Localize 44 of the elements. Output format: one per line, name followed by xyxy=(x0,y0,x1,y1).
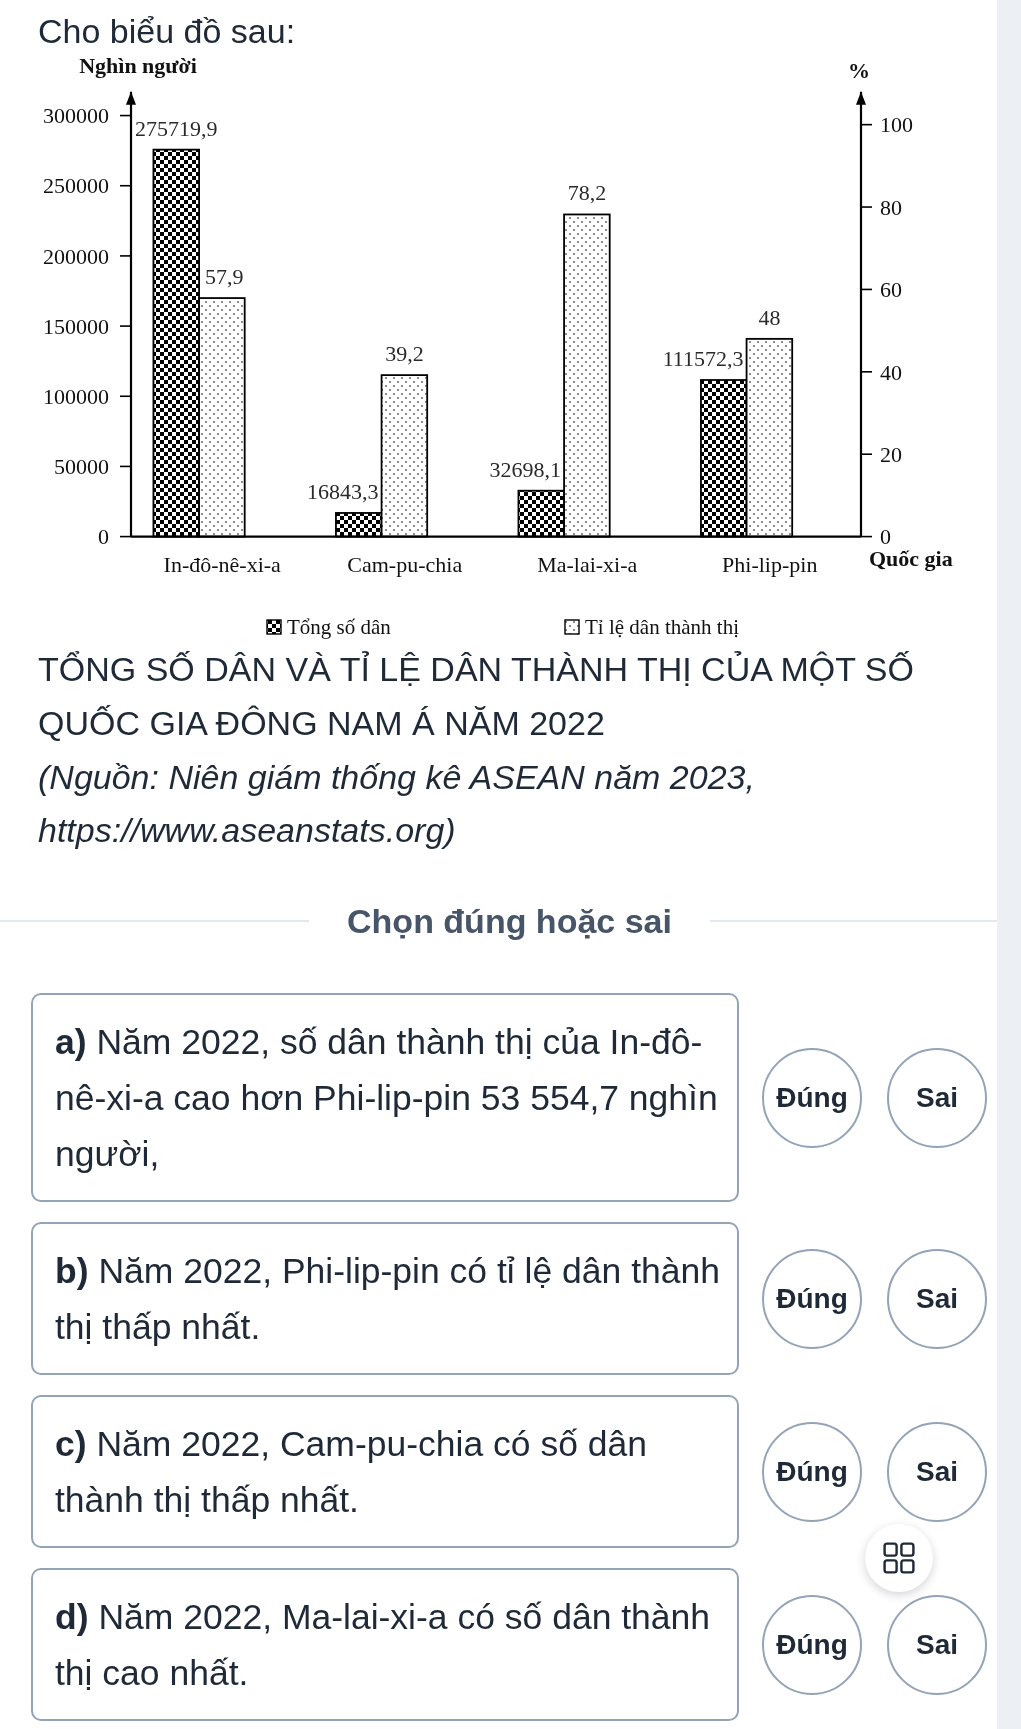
answer-button: Sai xyxy=(887,1248,987,1349)
data-label: 32698,1 xyxy=(489,456,562,482)
answer-button: Đúng xyxy=(762,1421,862,1522)
data-label: 78,2 xyxy=(567,180,607,206)
question-card: b) Năm 2022, Phi-lip-pin có tỉ lệ dân thành thị thấp nhất. xyxy=(31,1222,739,1375)
x-tick-label: In-đô-nê-xi-a xyxy=(163,552,282,577)
answer-button: Đúng xyxy=(762,1248,862,1349)
y-tick-label: 200000 xyxy=(43,243,109,269)
data-label: 57,9 xyxy=(205,264,244,290)
y2-axis-title: % xyxy=(848,58,870,83)
answer-button: Sai xyxy=(887,1421,987,1522)
y2-tick-label: 100 xyxy=(880,112,913,138)
text: Cho biểu đồ sau: xyxy=(38,12,296,50)
question-card: d) Năm 2022, Ma-lai-xi-a có số dân thành thị cao nhất. xyxy=(31,1568,739,1721)
text: (Nguồn: Niên giám thống kê ASEAN năm 2023, https://www.aseanstats.org) xyxy=(38,758,755,849)
y-tick-label: 100000 xyxy=(43,383,109,409)
data-label: 39,2 xyxy=(385,341,424,367)
x-tick-label: Cam-pu-chia xyxy=(347,552,463,577)
y-tick-label: 150000 xyxy=(43,313,109,339)
y2-tick-label: 20 xyxy=(880,441,902,467)
y2-tick-label: 80 xyxy=(880,194,902,220)
y-tick-label: 50000 xyxy=(54,454,109,480)
data-label: 16843,3 xyxy=(307,478,379,504)
question-card: a) Năm 2022, số dân thành thị của In-đô-nê-xi-a cao hơn Phi-lip-pin 53 554,7 nghìn người, xyxy=(31,993,739,1202)
y-tick-label: 300000 xyxy=(43,103,109,129)
y-tick-label: 0 xyxy=(98,524,109,550)
x-tick-label: Phi-lip-pin xyxy=(722,552,818,577)
data-label: 111572,3 xyxy=(662,346,744,372)
answer-button: Đúng xyxy=(762,1594,862,1695)
y2-tick-label: 60 xyxy=(880,277,902,303)
y2-tick-label: 40 xyxy=(880,359,902,385)
legend-label: Tỉ lệ dân thành thị xyxy=(585,615,740,640)
data-label: 275719,9 xyxy=(135,115,218,141)
data-label: 48 xyxy=(758,304,781,330)
x-tick-label: Ma-lai-xi-a xyxy=(537,552,638,577)
answer-button: Sai xyxy=(887,1594,987,1695)
legend-label: Tổng số dân xyxy=(287,615,392,640)
y-tick-label: 250000 xyxy=(43,173,109,199)
question-card: c) Năm 2022, Cam-pu-chia có số dân thành thị thấp nhất. xyxy=(31,1395,739,1548)
y-axis-title: Nghìn người xyxy=(79,53,197,78)
answer-button: Sai xyxy=(887,1047,987,1148)
text: Chọn đúng hoặc sai xyxy=(347,902,672,940)
text: TỔNG SỐ DÂN VÀ TỈ LỆ DÂN THÀNH THỊ CỦA MỘT SỐ QUỐC GIA ĐÔNG NAM Á NĂM 2022 xyxy=(38,650,914,742)
answer-button: Đúng xyxy=(762,1047,862,1148)
